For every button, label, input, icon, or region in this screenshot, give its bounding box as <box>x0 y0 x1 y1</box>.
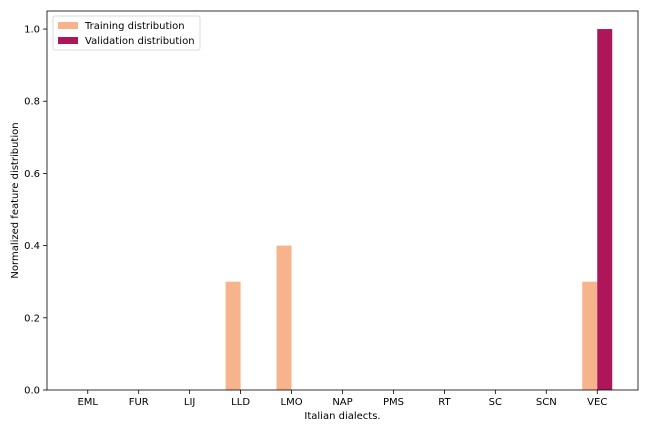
x-tick-label-fur: FUR <box>129 397 149 408</box>
legend: Training distribution Validation distribu… <box>52 15 201 51</box>
y-ticks: 0.0 0.2 0.4 0.6 0.8 1.0 <box>24 25 47 397</box>
y-tick-label: 0.2 <box>24 313 40 324</box>
x-tick-label-eml: EML <box>77 397 98 408</box>
y-tick-label: 0.0 <box>24 386 40 397</box>
x-tick-label-lij: LIJ <box>184 397 195 408</box>
x-tick-label-scn: SCN <box>536 397 557 408</box>
y-axis-label: Normalized feature distribution <box>10 122 21 278</box>
bar-training-lld <box>225 281 241 390</box>
x-tick-label-pms: PMS <box>383 397 404 408</box>
x-tick-label-nap: NAP <box>332 397 352 408</box>
y-tick-label: 0.4 <box>24 241 40 252</box>
y-tick-label: 0.6 <box>24 169 40 180</box>
legend-label-training: Training distribution <box>84 21 185 32</box>
x-tick-label-rt: RT <box>438 397 451 408</box>
legend-box <box>52 15 201 51</box>
legend-label-validation: Validation distribution <box>85 36 195 47</box>
bar-training-lmo <box>276 245 292 390</box>
x-tick-label-lmo: LMO <box>281 397 303 408</box>
legend-swatch-validation <box>58 37 78 44</box>
y-tick-label: 1.0 <box>24 25 40 36</box>
x-axis-label: Italian dialects. <box>304 411 380 422</box>
bars-layer <box>225 29 613 391</box>
bar-validation-vec <box>597 29 613 391</box>
y-tick-label: 0.8 <box>24 97 40 108</box>
x-tick-label-sc: SC <box>489 397 502 408</box>
x-tick-label-vec: VEC <box>587 397 607 408</box>
bar-training-vec <box>582 281 598 390</box>
x-tick-label-lld: LLD <box>231 397 250 408</box>
axes-frame <box>46 10 639 391</box>
x-ticks: EML FUR LIJ LLD LMO NAP PMS RT SC SCN VEC <box>77 390 607 408</box>
legend-swatch-training <box>58 22 78 29</box>
